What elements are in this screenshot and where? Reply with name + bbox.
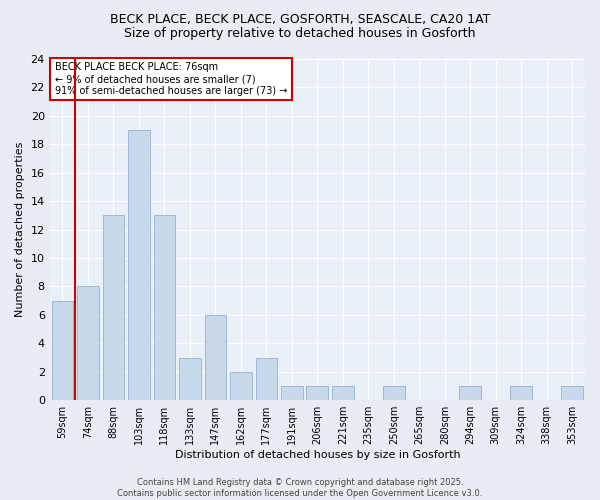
Bar <box>383 386 404 400</box>
Bar <box>511 386 532 400</box>
Bar <box>103 216 124 400</box>
Text: Size of property relative to detached houses in Gosforth: Size of property relative to detached ho… <box>124 28 476 40</box>
Bar <box>562 386 583 400</box>
Bar <box>128 130 150 400</box>
Text: BECK PLACE BECK PLACE: 76sqm
← 9% of detached houses are smaller (7)
91% of semi: BECK PLACE BECK PLACE: 76sqm ← 9% of det… <box>55 62 287 96</box>
Bar <box>332 386 353 400</box>
Y-axis label: Number of detached properties: Number of detached properties <box>15 142 25 318</box>
Text: Contains HM Land Registry data © Crown copyright and database right 2025.
Contai: Contains HM Land Registry data © Crown c… <box>118 478 482 498</box>
Bar <box>77 286 99 400</box>
Text: BECK PLACE, BECK PLACE, GOSFORTH, SEASCALE, CA20 1AT: BECK PLACE, BECK PLACE, GOSFORTH, SEASCA… <box>110 12 490 26</box>
Bar <box>154 216 175 400</box>
Bar <box>460 386 481 400</box>
Bar <box>205 315 226 400</box>
Bar <box>256 358 277 400</box>
X-axis label: Distribution of detached houses by size in Gosforth: Distribution of detached houses by size … <box>175 450 460 460</box>
Bar <box>307 386 328 400</box>
Bar <box>179 358 201 400</box>
Bar <box>52 300 73 400</box>
Bar <box>230 372 251 400</box>
Bar <box>281 386 302 400</box>
